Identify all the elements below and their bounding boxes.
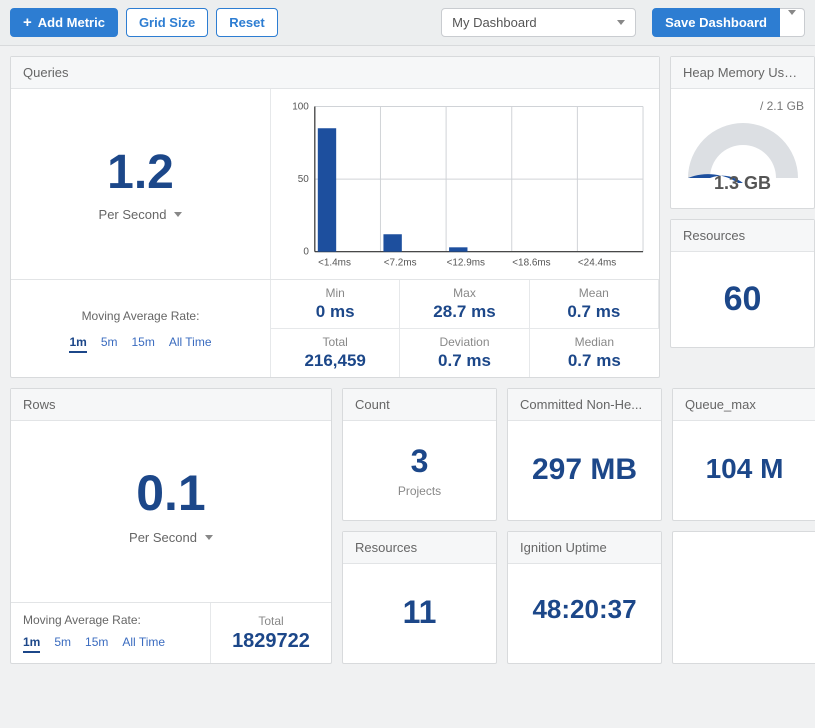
svg-text:<24.4ms: <24.4ms	[578, 258, 616, 269]
add-metric-label: Add Metric	[38, 15, 105, 30]
rows-rate-unit: Per Second	[129, 530, 197, 545]
queries-title: Queries	[11, 57, 659, 89]
save-dashboard-button[interactable]: Save Dashboard	[652, 8, 780, 37]
resources-value: 60	[675, 280, 810, 319]
histogram-chart: 0 50 100 <1.4ms <7.2ms <12.9ms <18.6ms <24.4ms	[281, 99, 649, 277]
resources2-title: Resources	[343, 532, 496, 564]
reset-label: Reset	[229, 15, 264, 30]
uptime-value: 48:20:37	[512, 594, 657, 625]
rows-total-value: 1829722	[232, 630, 310, 653]
heap-panel: Heap Memory Used... / 2.1 GB 1.3 GB	[670, 56, 815, 209]
svg-text:50: 50	[298, 174, 310, 185]
count-sub: Projects	[349, 484, 490, 498]
svg-text:<1.4ms: <1.4ms	[318, 258, 351, 269]
stat-max-label: Max	[404, 286, 524, 300]
moving-avg-option[interactable]: All Time	[169, 335, 212, 353]
save-dashboard-label: Save Dashboard	[665, 15, 767, 30]
moving-avg-option[interactable]: 5m	[54, 635, 71, 653]
dashboard-select[interactable]: My Dashboard	[441, 8, 636, 37]
svg-text:<7.2ms: <7.2ms	[384, 258, 417, 269]
stat-median-value: 0.7 ms	[534, 351, 655, 371]
moving-avg-option[interactable]: 5m	[101, 335, 118, 353]
stat-median-label: Median	[534, 335, 655, 349]
heap-max: / 2.1 GB	[760, 99, 804, 113]
count-panel: Count 3 Projects	[342, 388, 497, 521]
heap-value: 1.3 GB	[714, 173, 771, 194]
rows-panel: Rows 0.1 Per Second Moving Average Rate:…	[10, 388, 332, 664]
svg-text:<12.9ms: <12.9ms	[447, 258, 485, 269]
chevron-down-icon	[617, 20, 625, 25]
stat-min-label: Min	[275, 286, 395, 300]
queue-max-panel: Queue_max 104 M	[672, 388, 815, 521]
moving-avg-option[interactable]: 15m	[85, 635, 108, 653]
resources2-panel: Resources 11	[342, 531, 497, 664]
toolbar: + Add Metric Grid Size Reset My Dashboar…	[0, 0, 815, 46]
svg-text:100: 100	[292, 101, 309, 112]
queries-moving-avg: Moving Average Rate: 1m 5m 15m All Time	[11, 280, 271, 377]
moving-avg-options: 1m 5m 15m All Time	[69, 335, 211, 353]
resources2-value: 11	[349, 594, 490, 631]
count-value: 3	[349, 443, 490, 480]
queries-rate-unit: Per Second	[99, 207, 167, 222]
reset-button[interactable]: Reset	[216, 8, 277, 37]
committed-value: 297 MB	[514, 453, 655, 487]
stat-mean-label: Mean	[534, 286, 654, 300]
moving-avg-option[interactable]: All Time	[122, 635, 165, 653]
stat-max-value: 28.7 ms	[404, 302, 524, 322]
committed-panel: Committed Non-He... 297 MB	[507, 388, 662, 521]
count-title: Count	[343, 389, 496, 421]
grid-size-button[interactable]: Grid Size	[126, 8, 208, 37]
chevron-down-icon	[788, 10, 796, 30]
chevron-down-icon[interactable]	[205, 535, 213, 540]
rows-title: Rows	[11, 389, 331, 421]
moving-avg-title: Moving Average Rate:	[82, 309, 200, 323]
queries-histogram: 0 50 100 <1.4ms <7.2ms <12.9ms <18.6ms <24.4ms	[271, 89, 659, 281]
svg-text:0: 0	[303, 247, 309, 258]
moving-avg-option[interactable]: 1m	[23, 635, 40, 653]
resources-panel: Resources 60	[670, 219, 815, 348]
queue-max-value: 104 M	[677, 453, 812, 485]
rows-total-label: Total	[258, 614, 283, 628]
uptime-title: Ignition Uptime	[508, 532, 661, 564]
rows-mar-options: 1m 5m 15m All Time	[23, 635, 198, 653]
stat-mean-value: 0.7 ms	[534, 302, 654, 322]
save-dashboard-dropdown[interactable]	[780, 8, 805, 37]
rows-mar-title: Moving Average Rate:	[23, 613, 198, 627]
queue-max-title: Queue_max	[673, 389, 815, 421]
stat-total-label: Total	[275, 335, 395, 349]
heap-title: Heap Memory Used...	[671, 57, 814, 89]
grid-size-label: Grid Size	[139, 15, 195, 30]
moving-avg-option[interactable]: 15m	[131, 335, 154, 353]
stat-dev-label: Deviation	[404, 335, 524, 349]
queries-panel: Queries 1.2 Per Second 0 50 100 <1.4ms <7.2m…	[10, 56, 660, 378]
queries-rate-value: 1.2	[107, 149, 174, 197]
dashboard-select-value: My Dashboard	[452, 15, 537, 30]
moving-avg-option[interactable]: 1m	[69, 335, 86, 353]
stat-total-value: 216,459	[275, 351, 395, 371]
plus-icon: +	[23, 15, 32, 30]
uptime-panel: Ignition Uptime 48:20:37	[507, 531, 662, 664]
stat-dev-value: 0.7 ms	[404, 351, 524, 371]
committed-title: Committed Non-He...	[508, 389, 661, 421]
empty-panel	[672, 531, 815, 664]
add-metric-button[interactable]: + Add Metric	[10, 8, 118, 37]
rows-rate-value: 0.1	[136, 468, 206, 518]
stat-min-value: 0 ms	[275, 302, 395, 322]
svg-text:<18.6ms: <18.6ms	[512, 258, 550, 269]
chevron-down-icon[interactable]	[174, 212, 182, 217]
resources-title: Resources	[671, 220, 814, 252]
queries-rate: 1.2 Per Second	[11, 89, 271, 281]
